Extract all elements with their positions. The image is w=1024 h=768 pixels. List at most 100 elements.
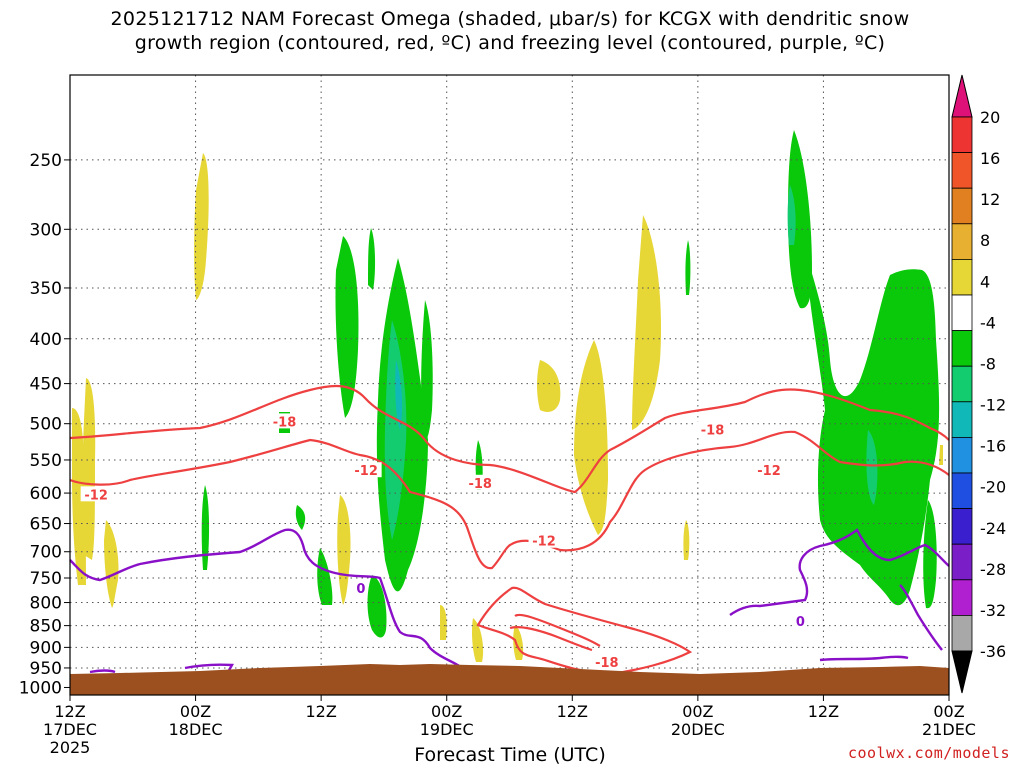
ground-terrain (70, 664, 949, 695)
colorbar-label: -8 (980, 354, 996, 373)
y-tick-label: 400 (30, 330, 62, 350)
x-tick-label: 00Z (933, 702, 964, 721)
y-tick-label: 850 (30, 617, 62, 637)
contour-label: -18 (468, 477, 492, 492)
x-tick-label: 18DEC (169, 720, 223, 739)
y-tick-label: 900 (30, 638, 62, 658)
colorbar-swatch (951, 330, 973, 367)
omega-positive-region (574, 340, 608, 535)
omega-positive-region (537, 360, 561, 412)
source-credit[interactable]: coolwx.com/models (847, 744, 1010, 762)
colorbar-swatch (951, 365, 973, 403)
omega-negative-region (201, 485, 210, 570)
omega-negative-region (421, 300, 433, 442)
dendritic-contour-minus12 (69, 430, 950, 570)
colorbar-swatch (951, 401, 973, 438)
colorbar-label: -4 (980, 313, 996, 332)
contour-label: -12 (757, 464, 781, 479)
y-tick-label: 500 (30, 415, 62, 435)
freezing-contours (69, 528, 950, 674)
colorbar-label: 4 (980, 272, 990, 291)
contour-label-bg (464, 474, 496, 490)
omega-positive-region (72, 408, 86, 585)
freezing-contour-0-surface (89, 655, 909, 674)
y-tick-label: 300 (30, 220, 62, 240)
plot-frame (69, 74, 950, 696)
colorbar-swatch (951, 258, 973, 296)
y-tick-label: 950 (30, 659, 62, 679)
colorbar-label: -20 (980, 478, 1006, 497)
freezing-contour-0 (69, 528, 463, 669)
y-tick-label: 800 (30, 594, 62, 614)
omega-strong-negative-region (384, 320, 407, 540)
contour-label-bg (350, 462, 382, 478)
omega-positive-region (440, 605, 447, 640)
y-tick-label: 250 (30, 151, 62, 171)
omega-negative-region (335, 236, 359, 418)
colorbar-label: -36 (980, 642, 1006, 661)
colorbar-swatch (951, 543, 973, 581)
colorbar-bottom-arrow (951, 650, 973, 694)
omega-positive-region (104, 520, 119, 608)
x-tick-label: 17DEC (43, 720, 97, 739)
x-tick-label: 19DEC (420, 720, 474, 739)
y-tick-label: 1000 (19, 678, 62, 698)
omega-strong-negative-region (866, 430, 878, 505)
omega-negative-region (367, 575, 387, 638)
x-tick-label: 12Z (557, 702, 588, 721)
colorbar-swatch (951, 436, 973, 474)
y-tick-label: 750 (30, 569, 62, 589)
contour-labels: -18 -12 -12 -18 -12 -18 -18 -12 0 0 (80, 413, 807, 671)
contour-label-bg (269, 413, 301, 429)
x-tick-label: 20DEC (671, 720, 725, 739)
x-tick-label: 12Z (54, 702, 85, 721)
colorbar-label: 16 (980, 149, 1000, 168)
omega-positive-region (683, 520, 690, 560)
colorbar-label: 8 (980, 231, 990, 250)
freezing-contour-0-east (729, 528, 950, 616)
colorbar-top-arrow (951, 74, 973, 118)
y-tick-label: 450 (30, 375, 62, 395)
y-tick-label: 550 (30, 451, 62, 471)
contour-label: -18 (701, 424, 725, 439)
contour-label-bg (697, 421, 729, 437)
contour-label-bg (793, 613, 807, 629)
y-tick-label: 700 (30, 543, 62, 563)
omega-negative-region (368, 228, 376, 290)
colorbar-swatch (951, 579, 973, 616)
contour-label-bg (354, 580, 368, 596)
dendritic-contour-minus18 (69, 385, 950, 494)
contour-label-bg (591, 653, 623, 669)
omega-colorbar: 20 16 12 8 4 -4 -8 -12 -16 -20 -24 -28 -32 -36 (951, 74, 1006, 694)
chart-title-line1: 2025121712 NAM Forecast Omega (shaded, μ… (110, 8, 910, 30)
omega-shading (72, 130, 943, 662)
contour-label: 0 (356, 582, 365, 597)
omega-negative-region (923, 500, 937, 609)
colorbar-swatch (951, 152, 973, 189)
omega-strong-negative-region (395, 360, 403, 430)
y-tick-label: 650 (30, 515, 62, 535)
colorbar-label: 12 (980, 190, 1000, 209)
colorbar-swatch (951, 294, 973, 331)
x-tick-label: 12Z (808, 702, 839, 721)
contour-label-bg (528, 532, 560, 548)
dendritic-contours (69, 385, 950, 676)
contour-label: -12 (354, 464, 378, 479)
colorbar-label: -32 (980, 601, 1006, 620)
colorbar-swatch (951, 472, 973, 509)
y-axis-ticks: 2503003504004505005506006507007508008509… (19, 151, 70, 698)
x-tick-label: 00Z (180, 702, 211, 721)
y-tick-label: 350 (30, 279, 62, 299)
omega-negative-region (788, 130, 812, 309)
colorbar-swatch (951, 615, 973, 652)
omega-positive-region (194, 153, 209, 300)
contour-label-bg (753, 462, 785, 478)
contour-label: -18 (273, 415, 297, 430)
colorbar-swatch (951, 116, 973, 153)
colorbar-label: -28 (980, 560, 1006, 579)
x-tick-label: 21DEC (922, 720, 976, 739)
colorbar-label: -16 (980, 437, 1006, 456)
dendritic-contour-inner (509, 626, 593, 652)
